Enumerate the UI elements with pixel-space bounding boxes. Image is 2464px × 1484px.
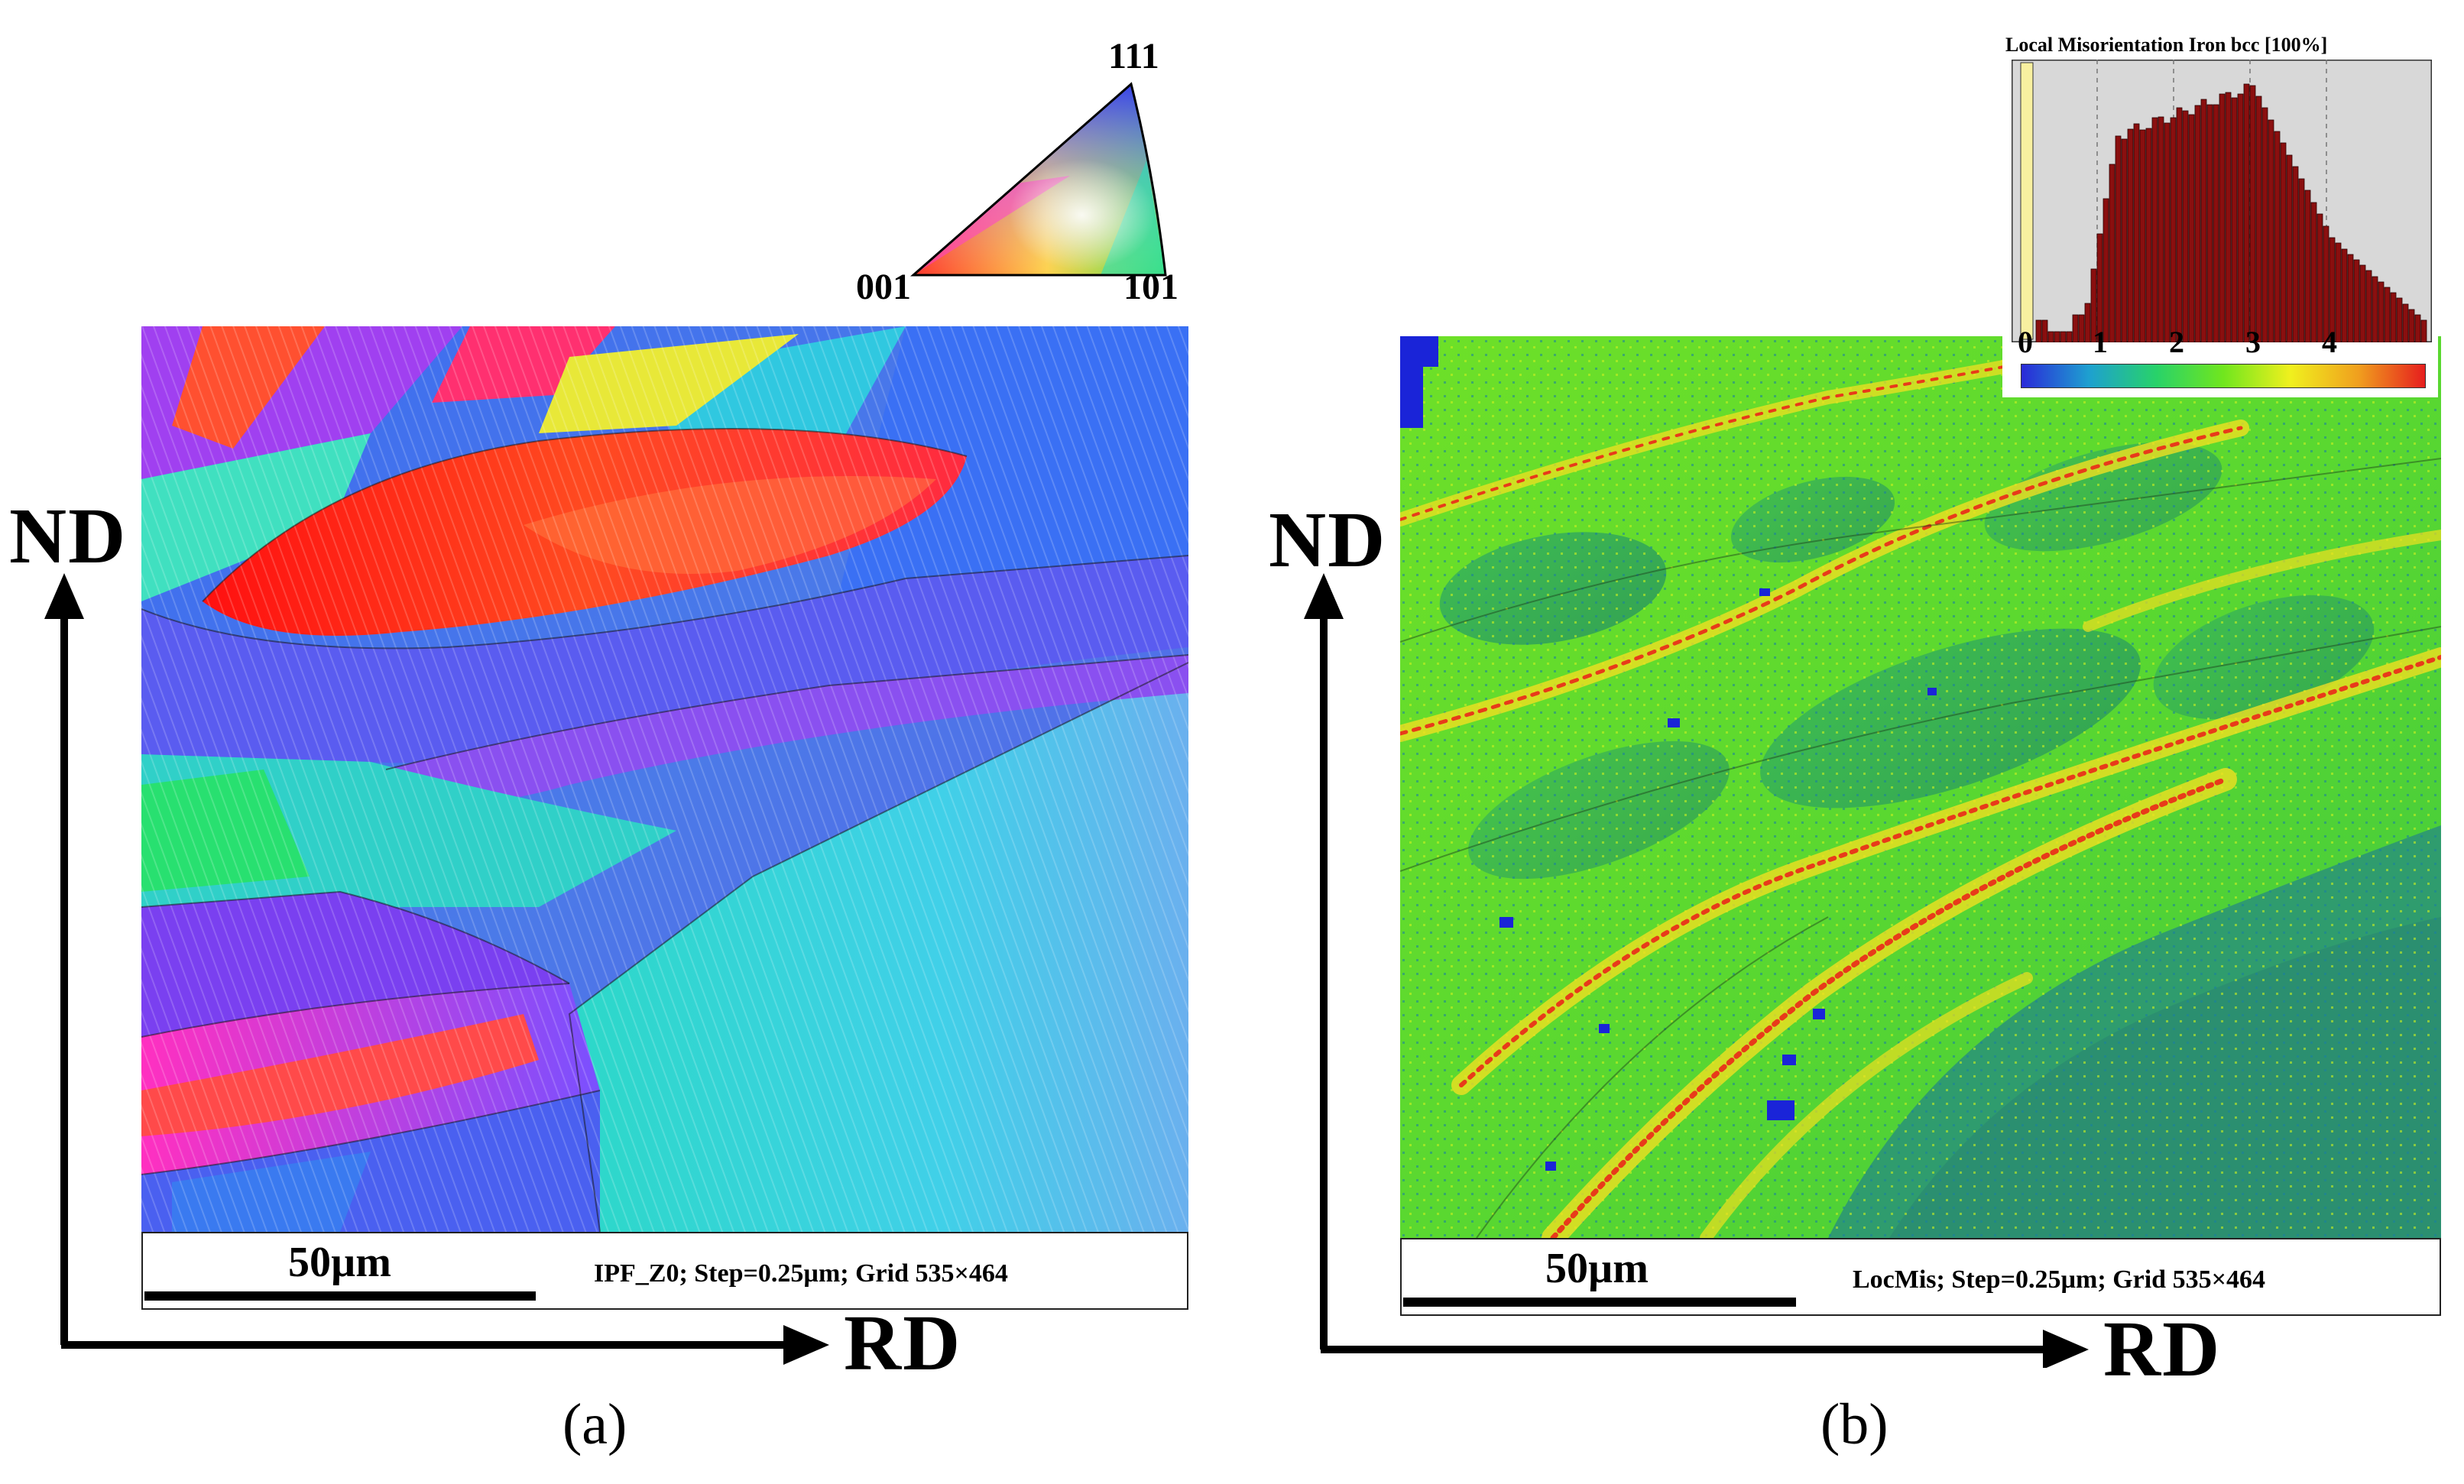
histogram-bar bbox=[2347, 254, 2354, 342]
ipf-label-111: 111 bbox=[1108, 36, 1159, 76]
histogram-bar bbox=[2408, 309, 2415, 342]
histogram-bar bbox=[2103, 198, 2109, 342]
map-info-b: LocMis; Step=0.25µm; Grid 535×464 bbox=[1853, 1265, 2265, 1294]
histogram-bar bbox=[2200, 99, 2207, 342]
histogram-bar bbox=[2268, 119, 2274, 342]
histogram-bar bbox=[2378, 281, 2385, 342]
histogram-bar bbox=[2158, 116, 2164, 342]
histogram-bar bbox=[2127, 128, 2134, 342]
scale-bar-b bbox=[1403, 1298, 1796, 1307]
info-bar-a: 50µm IPF_Z0; Step=0.25µm; Grid 535×464 bbox=[141, 1232, 1188, 1310]
histogram-bar bbox=[2316, 213, 2323, 342]
histogram-bar bbox=[2047, 331, 2054, 342]
histogram-bar bbox=[2329, 237, 2336, 342]
histogram-bar bbox=[2115, 135, 2122, 342]
histogram-bar bbox=[2096, 233, 2103, 342]
histogram-bar bbox=[2237, 93, 2244, 342]
axes-arrows-b bbox=[1304, 573, 2089, 1368]
histogram-bar bbox=[2359, 264, 2366, 342]
histogram-bar bbox=[2255, 96, 2262, 342]
histogram-bar bbox=[2182, 110, 2189, 342]
ipf-triangle-graphic bbox=[910, 82, 1167, 277]
info-bar-b: 50µm LocMis; Step=0.25µm; Grid 535×464 bbox=[1400, 1238, 2441, 1316]
histogram-bar bbox=[2353, 259, 2360, 342]
misorientation-histogram: Local Misorientation Iron bcc [100%] 0 1… bbox=[2002, 31, 2438, 397]
scale-bar-a bbox=[144, 1291, 536, 1301]
histogram-bar bbox=[2090, 268, 2097, 342]
histogram-bar bbox=[2341, 248, 2348, 342]
ipf-orientation-map bbox=[141, 326, 1188, 1232]
panel-label-b: (b) bbox=[1820, 1392, 1889, 1456]
histogram-bar bbox=[2219, 93, 2226, 342]
histogram-bar bbox=[2041, 319, 2048, 342]
histogram-bar bbox=[2243, 83, 2250, 342]
histogram-bar bbox=[2274, 131, 2281, 342]
histogram-bar bbox=[2133, 123, 2140, 342]
histogram-bar bbox=[2384, 287, 2391, 342]
histogram-bar bbox=[2109, 164, 2115, 342]
map-info-a: IPF_Z0; Step=0.25µm; Grid 535×464 bbox=[594, 1259, 1008, 1288]
histogram-bar bbox=[2310, 202, 2317, 342]
histogram-bar bbox=[2213, 104, 2219, 342]
histogram-bar bbox=[2372, 276, 2378, 342]
histogram-bar bbox=[2304, 190, 2311, 342]
histogram-bar bbox=[2402, 303, 2409, 342]
histogram-bar bbox=[2145, 128, 2152, 342]
histogram-colorbar bbox=[2021, 364, 2426, 388]
histogram-bar bbox=[2292, 166, 2299, 342]
scale-bar-label-b: 50µm bbox=[1545, 1245, 1649, 1292]
rd-axis-label-b: RD bbox=[2103, 1305, 2222, 1393]
hist-tick-2: 2 bbox=[2169, 325, 2184, 359]
histogram-bar bbox=[2286, 154, 2293, 342]
hist-tick-4: 4 bbox=[2322, 325, 2337, 359]
histogram-bar bbox=[2139, 129, 2146, 342]
histogram-bar bbox=[2194, 105, 2201, 342]
hist-tick-1: 1 bbox=[2093, 325, 2108, 359]
hist-tick-0: 0 bbox=[2018, 325, 2033, 359]
nd-axis-label-a: ND bbox=[9, 492, 128, 580]
axes-arrows-a bbox=[44, 573, 829, 1365]
histogram-bar bbox=[2188, 114, 2195, 342]
ipf-label-001: 001 bbox=[856, 267, 911, 307]
histogram-bar bbox=[2396, 297, 2403, 342]
histogram-bar bbox=[2066, 331, 2073, 342]
histogram-bar bbox=[2390, 292, 2397, 342]
scale-bar-label-a: 50µm bbox=[288, 1239, 391, 1286]
rd-axis-label-a: RD bbox=[844, 1299, 962, 1387]
histogram-bar bbox=[2231, 97, 2238, 342]
histogram-plot bbox=[2012, 60, 2432, 342]
hist-tick-3: 3 bbox=[2245, 325, 2261, 359]
histogram-bar bbox=[2365, 270, 2372, 342]
histogram-bar bbox=[2298, 178, 2305, 342]
histogram-bar bbox=[2420, 319, 2427, 342]
histogram-bar bbox=[2084, 303, 2091, 342]
histogram-bar bbox=[2072, 314, 2079, 342]
histogram-bar bbox=[2170, 117, 2177, 342]
panel-label-a: (a) bbox=[563, 1392, 627, 1456]
histogram-bar bbox=[2151, 117, 2158, 342]
histogram-bar bbox=[2164, 122, 2171, 342]
histogram-bar bbox=[2060, 331, 2067, 342]
histogram-bar bbox=[2121, 138, 2128, 342]
histogram-bar bbox=[2249, 85, 2256, 342]
histogram-bar bbox=[2176, 107, 2183, 342]
local-misorientation-map bbox=[1400, 336, 2441, 1238]
histogram-bar bbox=[2225, 92, 2232, 342]
histogram-bar bbox=[2078, 314, 2085, 342]
histogram-title: Local Misorientation Iron bcc [100%] bbox=[2005, 34, 2328, 56]
histogram-bar bbox=[2206, 104, 2213, 342]
histogram-bar bbox=[2280, 142, 2287, 342]
histogram-bar bbox=[2323, 225, 2329, 342]
histogram-bar bbox=[2414, 314, 2421, 342]
ipf-key: 111 001 101 bbox=[856, 38, 1192, 306]
histogram-bar bbox=[2054, 331, 2060, 342]
histogram-bar bbox=[2035, 319, 2042, 342]
nd-axis-label-b: ND bbox=[1269, 496, 1387, 584]
histogram-bar bbox=[2261, 107, 2268, 342]
histogram-bar bbox=[2335, 242, 2342, 342]
ipf-label-101: 101 bbox=[1123, 267, 1179, 307]
